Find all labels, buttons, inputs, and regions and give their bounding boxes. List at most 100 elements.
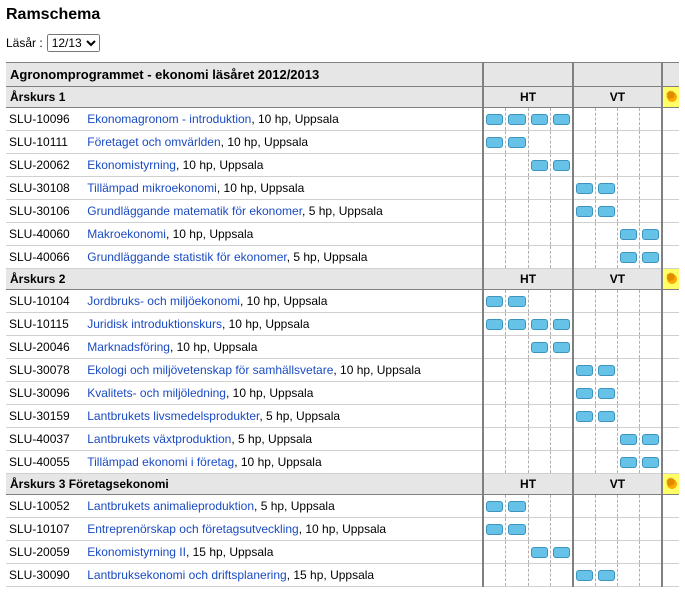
period-cell — [640, 108, 662, 131]
period-cell — [483, 223, 505, 246]
course-suffix: , 10 hp, Uppsala — [221, 135, 308, 149]
period-cell — [640, 451, 662, 474]
period-cell — [640, 495, 662, 518]
period-cell — [550, 518, 572, 541]
summer-icon — [667, 92, 677, 102]
period-bar — [576, 206, 593, 217]
period-cell — [483, 290, 505, 313]
course-row: SLU-30108Tillämpad mikroekonomi, 10 hp, … — [6, 177, 679, 200]
course-link[interactable]: Tillämpad mikroekonomi — [87, 181, 217, 195]
period-cell — [483, 200, 505, 223]
course-link[interactable]: Makroekonomi — [87, 227, 166, 241]
course-suffix: , 10 hp, Uppsala — [226, 386, 313, 400]
period-bar — [508, 319, 525, 330]
period-bar — [598, 183, 615, 194]
period-cell — [573, 108, 595, 131]
period-cell — [573, 451, 595, 474]
course-code: SLU-30078 — [6, 359, 84, 382]
course-link[interactable]: Företaget och omvärlden — [87, 135, 220, 149]
period-cell — [595, 200, 617, 223]
course-link[interactable]: Marknadsföring — [87, 340, 170, 354]
period-cell — [506, 518, 528, 541]
course-link[interactable]: Lantbrukets animalieproduktion — [87, 499, 254, 513]
period-cell — [573, 131, 595, 154]
period-cell — [483, 336, 505, 359]
period-cell — [528, 290, 550, 313]
course-name-cell: Ekonomagronom - introduktion, 10 hp, Upp… — [84, 108, 483, 131]
course-code: SLU-40037 — [6, 428, 84, 451]
course-code: SLU-30159 — [6, 405, 84, 428]
period-cell — [573, 359, 595, 382]
course-link[interactable]: Entreprenörskap och företagsutveckling — [87, 522, 298, 536]
summer-cell — [662, 336, 679, 359]
period-cell — [573, 200, 595, 223]
period-cell — [528, 336, 550, 359]
course-link[interactable]: Lantbrukets växtproduktion — [87, 432, 231, 446]
course-link[interactable]: Kvalitets- och miljöledning — [87, 386, 226, 400]
period-cell — [506, 131, 528, 154]
course-link[interactable]: Jordbruks- och miljöekonomi — [87, 294, 240, 308]
summer-cell — [662, 223, 679, 246]
period-bar — [508, 114, 525, 125]
period-cell — [640, 359, 662, 382]
summer-icon — [667, 479, 677, 489]
course-link[interactable]: Ekonomagronom - introduktion — [87, 112, 251, 126]
course-link[interactable]: Ekologi och miljövetenskap för samhällsv… — [87, 363, 333, 377]
year-header: Årskurs 2 — [6, 269, 483, 290]
course-code: SLU-10115 — [6, 313, 84, 336]
period-cell — [595, 290, 617, 313]
course-link[interactable]: Grundläggande matematik för ekonomer — [87, 204, 302, 218]
course-suffix: , 10 hp, Uppsala — [299, 522, 386, 536]
period-cell — [528, 382, 550, 405]
summer-icon — [667, 274, 677, 284]
course-link[interactable]: Ekonomistyrning II — [87, 545, 186, 559]
period-bar — [598, 570, 615, 581]
period-bar — [620, 229, 637, 240]
period-cell — [550, 200, 572, 223]
summer-cell — [662, 405, 679, 428]
period-cell — [506, 200, 528, 223]
course-link[interactable]: Tillämpad ekonomi i företag — [87, 455, 234, 469]
period-cell — [483, 131, 505, 154]
term-header-ht: HT — [483, 474, 572, 495]
period-cell — [506, 336, 528, 359]
period-cell — [506, 451, 528, 474]
course-suffix: , 5 hp, Uppsala — [254, 499, 335, 513]
period-cell — [550, 451, 572, 474]
period-cell — [573, 313, 595, 336]
course-name-cell: Lantbrukets livsmedelsprodukter, 5 hp, U… — [84, 405, 483, 428]
course-code: SLU-30106 — [6, 200, 84, 223]
period-cell — [573, 495, 595, 518]
period-cell — [528, 564, 550, 587]
period-cell — [573, 154, 595, 177]
period-bar — [620, 457, 637, 468]
course-link[interactable]: Grundläggande statistik för ekonomer — [87, 250, 286, 264]
course-link[interactable]: Ekonomistyrning — [87, 158, 176, 172]
course-suffix: , 5 hp, Uppsala — [231, 432, 312, 446]
course-row: SLU-30159Lantbrukets livsmedelsprodukter… — [6, 405, 679, 428]
period-bar — [508, 524, 525, 535]
course-link[interactable]: Lantbrukets livsmedelsprodukter — [87, 409, 259, 423]
period-cell — [617, 177, 639, 200]
period-cell — [573, 177, 595, 200]
period-bar — [508, 137, 525, 148]
period-cell — [528, 451, 550, 474]
summer-cell — [662, 495, 679, 518]
academic-year-label: Läsår : — [6, 36, 43, 50]
period-cell — [595, 246, 617, 269]
course-link[interactable]: Juridisk introduktionskurs — [87, 317, 222, 331]
period-cell — [617, 541, 639, 564]
period-cell — [528, 405, 550, 428]
period-cell — [573, 382, 595, 405]
term-header-vt: VT — [573, 87, 662, 108]
course-row: SLU-10111Företaget och omvärlden, 10 hp,… — [6, 131, 679, 154]
course-name-cell: Företaget och omvärlden, 10 hp, Uppsala — [84, 131, 483, 154]
period-cell — [483, 246, 505, 269]
period-cell — [573, 405, 595, 428]
course-row: SLU-40060Makroekonomi, 10 hp, Uppsala — [6, 223, 679, 246]
period-cell — [506, 246, 528, 269]
academic-year-select[interactable]: 12/13 — [47, 34, 100, 52]
period-cell — [595, 495, 617, 518]
course-link[interactable]: Lantbruksekonomi och driftsplanering — [87, 568, 286, 582]
period-cell — [617, 564, 639, 587]
